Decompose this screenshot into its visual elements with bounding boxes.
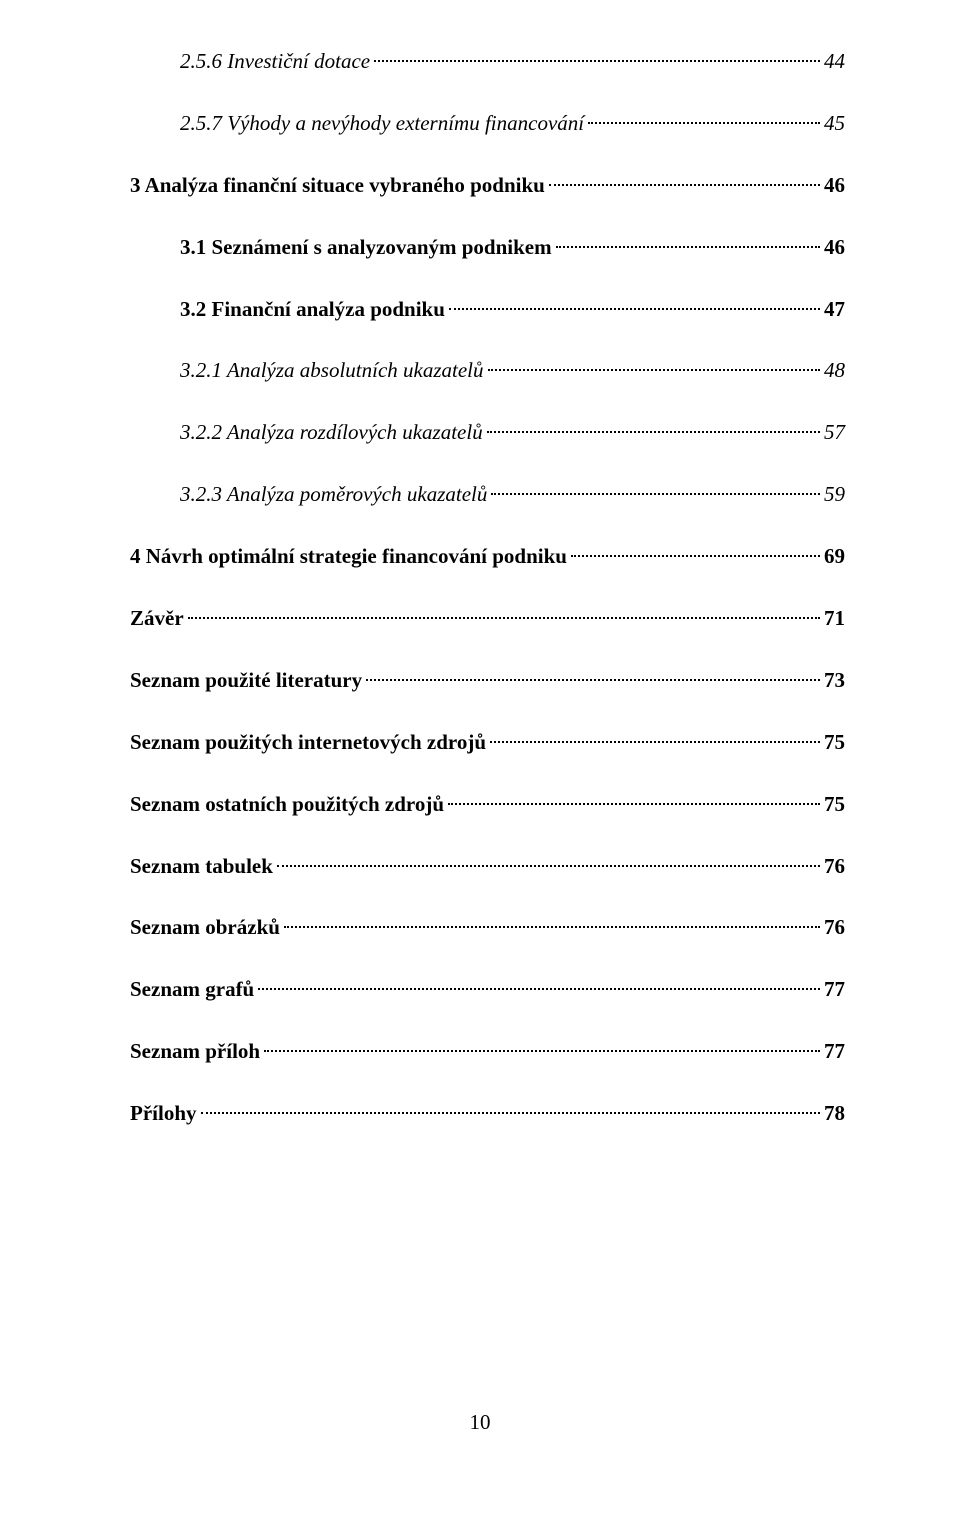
toc-leader-dots [374, 59, 820, 62]
toc-entry-page: 59 [824, 475, 845, 515]
toc-entry-page: 76 [824, 908, 845, 948]
toc-entry-text: 2.5.6 Investiční dotace [180, 42, 370, 82]
toc-row: 2.5.7 Výhody a nevýhody externímu financ… [130, 104, 845, 144]
toc-entry-text: Seznam tabulek [130, 847, 273, 887]
toc-row: Seznam tabulek 76 [130, 847, 845, 887]
toc-row: Seznam příloh 77 [130, 1032, 845, 1072]
toc-entry-page: 77 [824, 970, 845, 1010]
toc-entry-text: Seznam použité literatury [130, 661, 362, 701]
toc-entry-page: 57 [824, 413, 845, 453]
toc-row: Přílohy 78 [130, 1094, 845, 1134]
toc-entry-text: 3.2 Finanční analýza podniku [180, 290, 445, 330]
toc-leader-dots [488, 368, 820, 371]
toc-row: 3 Analýza finanční situace vybraného pod… [130, 166, 845, 206]
toc-leader-dots [201, 1111, 821, 1114]
toc-row: 3.2.1 Analýza absolutních ukazatelů 48 [130, 351, 845, 391]
toc-row: 2.5.6 Investiční dotace 44 [130, 42, 845, 82]
toc-entry-page: 75 [824, 785, 845, 825]
toc-row: 3.2.2 Analýza rozdílových ukazatelů 57 [130, 413, 845, 453]
toc-entry-page: 46 [824, 228, 845, 268]
toc-entry-page: 45 [824, 104, 845, 144]
toc-leader-dots [449, 307, 820, 310]
toc-entry-page: 75 [824, 723, 845, 763]
toc-leader-dots [277, 864, 820, 867]
toc-entry-text: Seznam použitých internetových zdrojů [130, 723, 486, 763]
toc-leader-dots [491, 492, 820, 495]
toc-row: Seznam grafů 77 [130, 970, 845, 1010]
toc-leader-dots [258, 987, 820, 990]
toc-leader-dots [366, 678, 820, 681]
toc-entry-text: Seznam ostatních použitých zdrojů [130, 785, 444, 825]
toc-entry-text: Seznam grafů [130, 970, 254, 1010]
toc-leader-dots [284, 925, 820, 928]
toc-row: Seznam ostatních použitých zdrojů 75 [130, 785, 845, 825]
toc-entry-text: 3.2.1 Analýza absolutních ukazatelů [180, 351, 484, 391]
toc-entry-page: 44 [824, 42, 845, 82]
toc-leader-dots [487, 430, 820, 433]
toc-entry-page: 73 [824, 661, 845, 701]
toc-leader-dots [549, 183, 820, 186]
toc-entry-text: 3.2.2 Analýza rozdílových ukazatelů [180, 413, 483, 453]
toc-entry-text: 4 Návrh optimální strategie financování … [130, 537, 567, 577]
page-number: 10 [0, 1403, 960, 1443]
toc-container: 2.5.6 Investiční dotace 44 2.5.7 Výhody a … [0, 0, 960, 1134]
toc-entry-page: 69 [824, 537, 845, 577]
toc-entry-text: 3.2.3 Analýza poměrových ukazatelů [180, 475, 487, 515]
toc-row: Seznam použité literatury 73 [130, 661, 845, 701]
toc-leader-dots [556, 245, 820, 248]
toc-leader-dots [264, 1049, 820, 1052]
toc-row: Seznam obrázků 76 [130, 908, 845, 948]
toc-entry-text: 3.1 Seznámení s analyzovaným podnikem [180, 228, 552, 268]
toc-row: 3.1 Seznámení s analyzovaným podnikem 46 [130, 228, 845, 268]
toc-entry-text: 3 Analýza finanční situace vybraného pod… [130, 166, 545, 206]
toc-entry-page: 48 [824, 351, 845, 391]
toc-entry-text: Seznam obrázků [130, 908, 280, 948]
toc-leader-dots [188, 616, 820, 619]
toc-row: 3.2 Finanční analýza podniku 47 [130, 290, 845, 330]
toc-entry-page: 47 [824, 290, 845, 330]
toc-entry-page: 76 [824, 847, 845, 887]
toc-entry-page: 78 [824, 1094, 845, 1134]
toc-entry-page: 71 [824, 599, 845, 639]
toc-row: 4 Návrh optimální strategie financování … [130, 537, 845, 577]
toc-row: Seznam použitých internetových zdrojů 75 [130, 723, 845, 763]
toc-row: Závěr 71 [130, 599, 845, 639]
toc-entry-text: 2.5.7 Výhody a nevýhody externímu financ… [180, 104, 584, 144]
toc-entry-page: 77 [824, 1032, 845, 1072]
toc-leader-dots [571, 554, 820, 557]
toc-entry-text: Závěr [130, 599, 184, 639]
toc-entry-page: 46 [824, 166, 845, 206]
toc-leader-dots [448, 802, 820, 805]
toc-leader-dots [588, 121, 820, 124]
toc-leader-dots [490, 740, 820, 743]
toc-entry-text: Přílohy [130, 1094, 197, 1134]
toc-entry-text: Seznam příloh [130, 1032, 260, 1072]
toc-row: 3.2.3 Analýza poměrových ukazatelů 59 [130, 475, 845, 515]
